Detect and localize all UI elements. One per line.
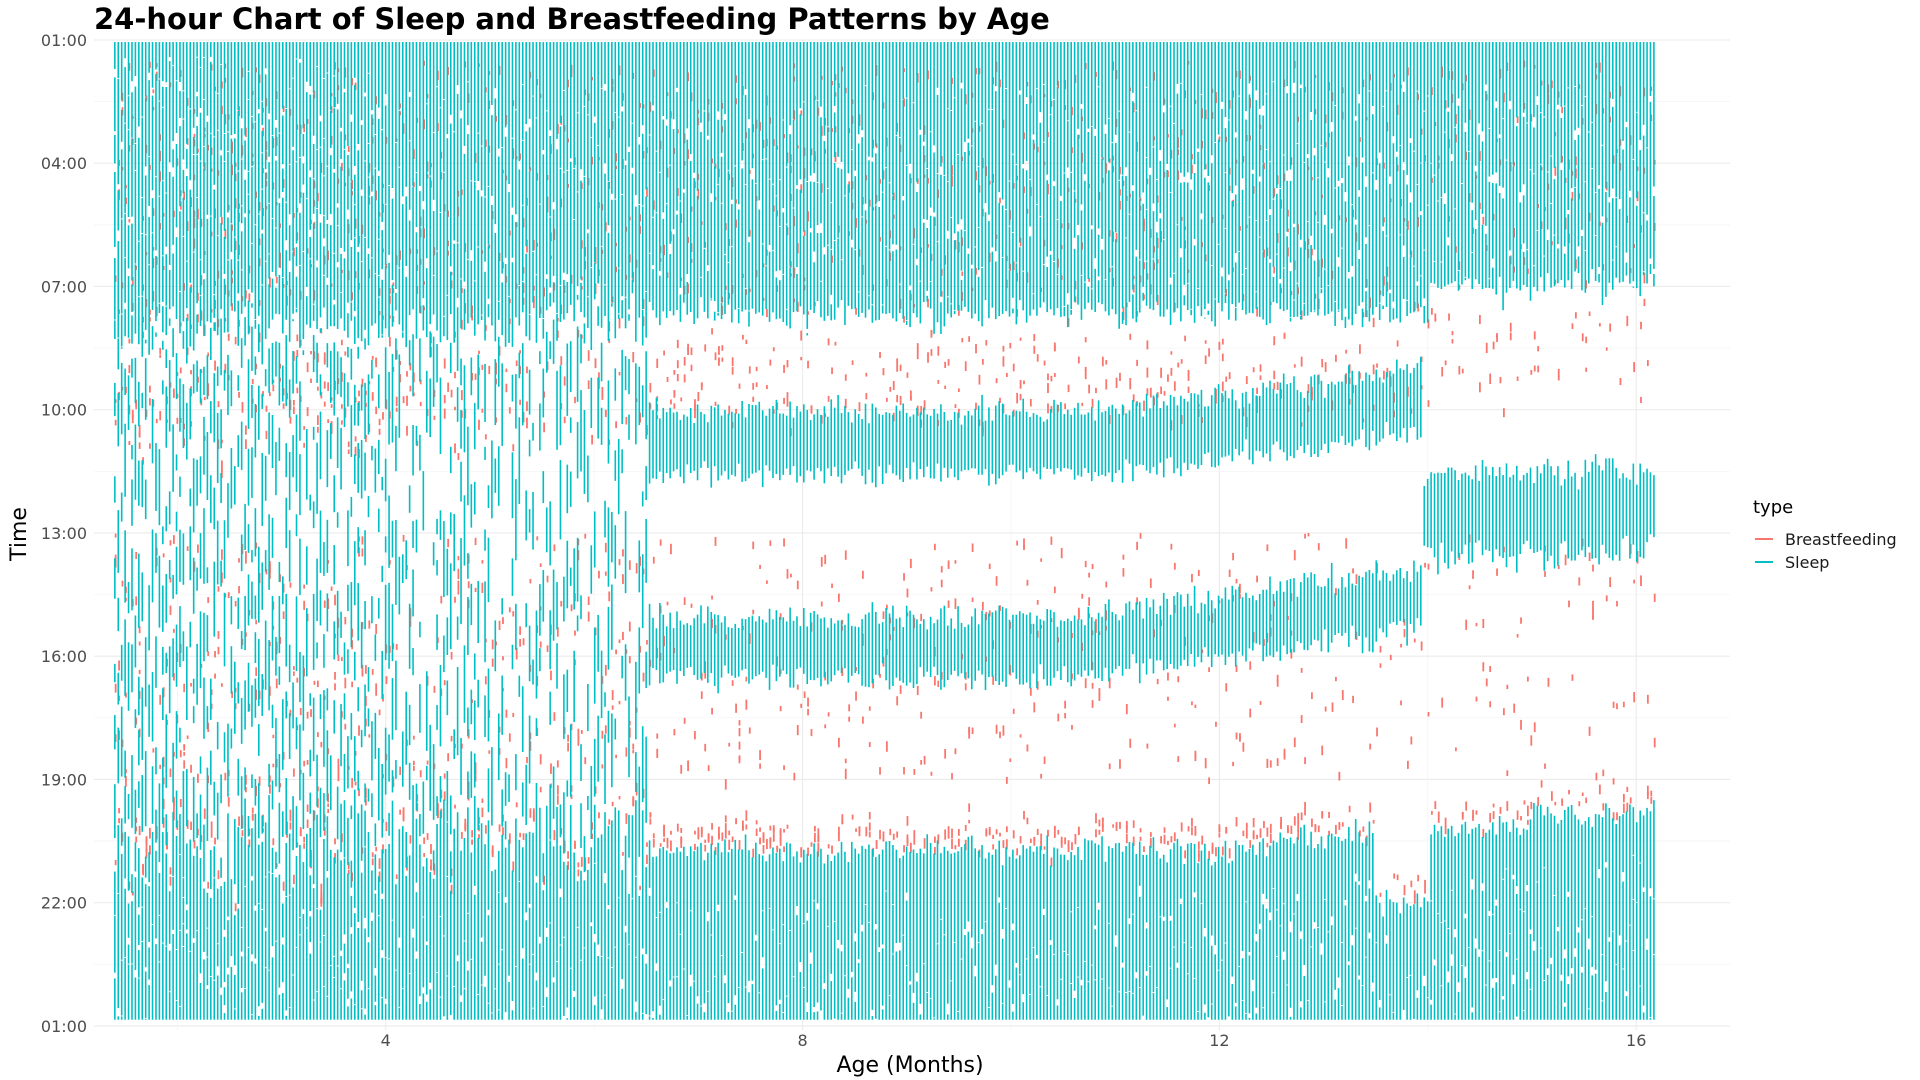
sleep-segments <box>114 42 1655 1020</box>
chart-title: 24-hour Chart of Sleep and Breastfeeding… <box>94 2 1050 36</box>
grid-layer <box>94 39 1730 1030</box>
